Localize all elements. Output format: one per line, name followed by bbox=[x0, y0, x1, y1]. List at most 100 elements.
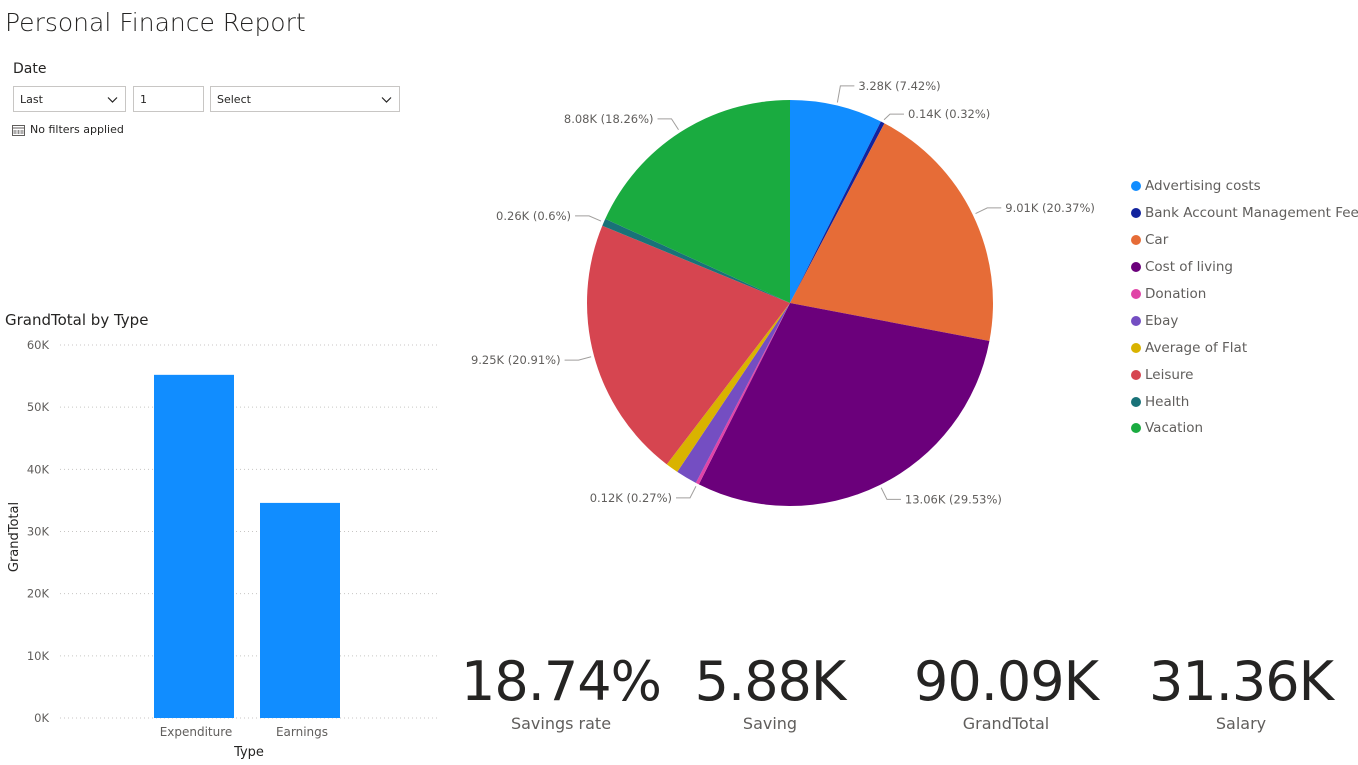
pie-data-label: 0.26K (0.6%) bbox=[496, 209, 571, 223]
kpi-card-savings-rate: 18.74% Savings rate bbox=[441, 650, 681, 734]
bar-chart-y-tick-label: 30K bbox=[27, 525, 50, 539]
pie-slice-ebay[interactable] bbox=[677, 303, 790, 483]
pie-slice-cost-of-living[interactable] bbox=[698, 303, 990, 507]
pie-chart-slices bbox=[587, 100, 994, 507]
bar-chart-x-tick-label: Expenditure bbox=[160, 725, 233, 739]
bar-chart-x-axis: Expenditure Earnings bbox=[160, 725, 328, 739]
legend-label: Ebay bbox=[1145, 312, 1179, 329]
pie-chart-data-labels: 3.28K (7.42%) 0.14K (0.32%) 9.01K (20.37%)… bbox=[471, 79, 1095, 507]
legend-swatch bbox=[1131, 423, 1141, 434]
kpi-label: Saving bbox=[742, 714, 798, 733]
legend-swatch bbox=[1131, 262, 1141, 273]
pie-leader-line bbox=[657, 118, 679, 131]
legend-label: Car bbox=[1145, 232, 1169, 249]
kpi-card-grandtotal: 90.09K GrandTotal bbox=[886, 650, 1126, 734]
pie-slice-bank-account-management-fee[interactable] bbox=[790, 121, 885, 303]
legend-swatch bbox=[1131, 289, 1141, 299]
date-slicer-label: Date bbox=[13, 61, 47, 77]
bar-chart-y-tick-label: 20K bbox=[27, 587, 50, 601]
pie-data-label: 9.25K (20.91%) bbox=[471, 353, 561, 367]
kpi-value: 5.88K bbox=[694, 650, 847, 713]
legend-item-advertising-costs[interactable]: Advertising costs bbox=[1131, 173, 1358, 200]
pie-data-label: 3.28K (7.42%) bbox=[858, 79, 940, 93]
legend-item-ebay[interactable]: Ebay bbox=[1131, 307, 1358, 334]
legend-swatch bbox=[1131, 342, 1141, 353]
legend-swatch bbox=[1131, 208, 1141, 219]
legend-item-donation[interactable]: Donation bbox=[1131, 281, 1358, 308]
pie-chart: 3.28K (7.42%) 0.14K (0.32%) 9.01K (20.37%)… bbox=[471, 79, 1095, 507]
bar-chart-title: GrandTotal by Type bbox=[5, 311, 149, 329]
bar-chart-y-tick-label: 60K bbox=[27, 338, 50, 352]
pie-leader-line bbox=[880, 487, 901, 500]
pie-slice-average-of-flat[interactable] bbox=[666, 303, 790, 472]
legend-label: Health bbox=[1145, 393, 1190, 410]
legend-swatch bbox=[1131, 369, 1141, 380]
legend-label: Bank Account Management Fee bbox=[1145, 205, 1358, 222]
bar-expenditure[interactable] bbox=[154, 374, 234, 718]
pie-leader-line bbox=[564, 356, 592, 361]
date-count-input[interactable]: 1 bbox=[133, 86, 204, 112]
legend-swatch bbox=[1131, 181, 1141, 192]
pie-slice-donation[interactable] bbox=[695, 303, 790, 485]
bar-chart-y-axis-title: GrandTotal bbox=[7, 502, 22, 572]
kpi-card-salary: 31.36K Salary bbox=[1121, 650, 1358, 734]
pie-data-label: 8.08K (18.26%) bbox=[564, 112, 654, 126]
pie-slice-car[interactable] bbox=[790, 123, 994, 341]
legend-label: Leisure bbox=[1145, 366, 1194, 383]
pie-leader-line bbox=[883, 113, 904, 121]
bar-chart-y-axis: 0K 10K 20K 30K 40K 50K 60K bbox=[27, 338, 50, 725]
pie-slice-health[interactable] bbox=[602, 218, 790, 303]
bar-chart: 0K 10K 20K 30K 40K 50K 60K Expenditure Earnings… bbox=[7, 338, 438, 760]
kpi-label: Savings rate bbox=[510, 714, 612, 733]
bar-chart-bars bbox=[154, 374, 340, 718]
kpi-card-saving: 5.88K Saving bbox=[650, 650, 890, 734]
bar-chart-x-axis-title: Type bbox=[233, 745, 264, 760]
pie-data-label: 9.01K (20.37%) bbox=[1005, 201, 1095, 215]
legend-item-bank-account-management-fee[interactable]: Bank Account Management Fee bbox=[1131, 200, 1358, 227]
legend-item-cost-of-living[interactable]: Cost of living bbox=[1131, 254, 1358, 281]
page-title: Personal Finance Report bbox=[5, 8, 306, 37]
legend-label: Average of Flat bbox=[1145, 339, 1248, 356]
bar-chart-y-tick-label: 40K bbox=[27, 462, 50, 476]
chevron-down-icon bbox=[107, 97, 118, 103]
legend-label: Advertising costs bbox=[1145, 178, 1261, 195]
pie-chart-legend: Advertising costs Bank Account Management… bbox=[1131, 173, 1358, 442]
pie-slice-advertising-costs[interactable] bbox=[790, 100, 881, 303]
kpi-label: Salary bbox=[1215, 714, 1267, 733]
pie-slice-vacation[interactable] bbox=[605, 100, 790, 303]
legend-label: Donation bbox=[1145, 286, 1207, 302]
bar-chart-y-tick-label: 0K bbox=[34, 711, 49, 725]
pie-slice-leisure[interactable] bbox=[587, 225, 790, 465]
pie-data-label: 13.06K (29.53%) bbox=[905, 492, 1002, 506]
legend-swatch bbox=[1131, 315, 1141, 326]
date-period-dropdown[interactable]: Select bbox=[210, 86, 400, 112]
legend-item-car[interactable]: Car bbox=[1131, 227, 1358, 254]
legend-swatch bbox=[1131, 396, 1141, 407]
pie-leader-line bbox=[836, 85, 855, 103]
kpi-value: 90.09K bbox=[913, 650, 1099, 713]
calendar-icon bbox=[12, 124, 25, 136]
date-period-placeholder: Select bbox=[217, 92, 251, 106]
legend-item-health[interactable]: Health bbox=[1131, 388, 1358, 415]
legend-label: Cost of living bbox=[1145, 259, 1233, 276]
pie-data-label: 0.14K (0.32%) bbox=[908, 107, 990, 121]
filters-status-text: No filters applied bbox=[30, 123, 124, 136]
kpi-value: 18.74% bbox=[461, 650, 662, 713]
pie-leader-line bbox=[575, 215, 602, 222]
date-count-value: 1 bbox=[140, 92, 147, 106]
bar-earnings[interactable] bbox=[260, 502, 340, 718]
kpi-value: 31.36K bbox=[1148, 650, 1334, 713]
bar-chart-x-tick-label: Earnings bbox=[276, 725, 328, 739]
legend-item-average-of-flat[interactable]: Average of Flat bbox=[1131, 334, 1358, 361]
relative-date-dropdown[interactable]: Last bbox=[13, 86, 126, 112]
relative-date-value: Last bbox=[20, 92, 43, 106]
kpi-label: GrandTotal bbox=[962, 714, 1050, 733]
legend-label: Vacation bbox=[1145, 420, 1204, 437]
pie-data-label: 0.12K (0.27%) bbox=[590, 491, 672, 505]
legend-swatch bbox=[1131, 235, 1141, 246]
chevron-down-icon bbox=[381, 97, 392, 103]
legend-item-vacation[interactable]: Vacation bbox=[1131, 415, 1358, 442]
bar-chart-gridlines bbox=[60, 344, 438, 719]
legend-item-leisure[interactable]: Leisure bbox=[1131, 361, 1358, 388]
pie-leader-line bbox=[676, 486, 697, 499]
